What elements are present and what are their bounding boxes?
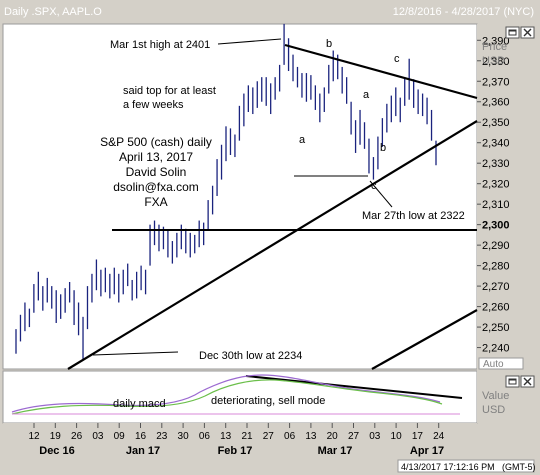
- y-tick-label: 2,390: [482, 35, 510, 47]
- x-tick-label: 03: [369, 431, 381, 442]
- y-tick-label: 2,290: [482, 240, 510, 252]
- y-tick-label: 2,240: [482, 343, 510, 355]
- x-tick-label: 30: [178, 431, 190, 442]
- x-tick-label: 13: [220, 431, 232, 442]
- annotation-line: FXA: [144, 195, 167, 209]
- status-timestamp: 4/13/2017 17:12:16 PM: [401, 462, 495, 472]
- x-tick-label: 06: [284, 431, 296, 442]
- x-tick-label: 09: [114, 431, 126, 442]
- y-axis-panel: [477, 24, 537, 423]
- x-tick-label: 20: [327, 431, 339, 442]
- wave-label-a: a: [299, 134, 306, 146]
- signal-line: [11, 379, 443, 415]
- timestamp-box: [397, 459, 535, 473]
- y-tick-label: 2,360: [482, 97, 510, 109]
- annotation-line: David Solin: [126, 165, 187, 179]
- date-range: 12/8/2016 - 4/28/2017 (NYC): [393, 6, 534, 18]
- x-tick-label: 16: [135, 431, 147, 442]
- x-tick-label: 06: [199, 431, 211, 442]
- price-restore-button[interactable]: [505, 26, 520, 39]
- restore-icon: [508, 378, 517, 385]
- macd-restore-button[interactable]: [505, 375, 520, 388]
- dec-low-pointer: [92, 351, 179, 356]
- x-tick-label: 24: [433, 431, 445, 442]
- y-tick-label: 2,340: [482, 138, 510, 150]
- close-icon: [523, 28, 532, 37]
- window-title: Daily .SPX, AAPL.O: [4, 6, 102, 18]
- annotation-line: April 13, 2017: [119, 150, 193, 164]
- deteriorating-annotation: deteriorating, sell mode: [211, 395, 325, 407]
- annotation-pointers: [92, 38, 393, 356]
- text-annotations: Mar 1st high at 2401 said top for at lea…: [100, 38, 465, 410]
- price-axis-currency: USD: [482, 55, 505, 67]
- wave-label-a2: a: [363, 89, 370, 101]
- auto-scale-label: Auto: [483, 359, 504, 370]
- annotation-line: said top for at least: [123, 85, 216, 97]
- x-month-label: Apr 17: [410, 445, 444, 457]
- x-tick-label: 27: [348, 431, 360, 442]
- y-tick-label: 2,330: [482, 158, 510, 170]
- y-tick-label: 2,370: [482, 76, 510, 88]
- wave-label-c2: c: [371, 180, 377, 192]
- macd-axis-title: Value: [482, 390, 509, 402]
- resistance-trendline: [284, 43, 478, 100]
- auto-scale-button[interactable]: [478, 357, 524, 370]
- x-month-label: Feb 17: [218, 445, 253, 457]
- status-timezone: (GMT-5): [502, 462, 536, 472]
- macd-close-button[interactable]: [520, 375, 535, 388]
- high-annotation: Mar 1st high at 2401: [110, 39, 210, 51]
- high-pointer: [217, 38, 282, 45]
- x-tick-label: 12: [28, 431, 40, 442]
- lower-channel-line: [371, 309, 478, 370]
- wave-label-b: b: [326, 38, 332, 50]
- x-tick-label: 13: [305, 431, 317, 442]
- price-axis-title: Price: [482, 41, 507, 53]
- macd-line: [11, 374, 441, 413]
- mar-low-annotation: Mar 27th low at 2322: [362, 210, 465, 222]
- dec-low-annotation: Dec 30th low at 2234: [199, 350, 302, 362]
- y-tick-label: 2,270: [482, 281, 510, 293]
- wave-label-c: c: [394, 53, 400, 65]
- x-month-label: Mar 17: [318, 445, 353, 457]
- wave-label-b2: b: [380, 142, 386, 154]
- y-tick-label: 2,260: [482, 302, 510, 314]
- y-tick-label: 2,300: [482, 220, 510, 232]
- x-tick-label: 19: [50, 431, 62, 442]
- macd-label: daily macd: [113, 398, 166, 410]
- macd-trendline: [245, 375, 463, 399]
- x-tick-label: 17: [412, 431, 424, 442]
- y-axis: 2,240 2,250 2,260 2,270 2,280 2,290 2,300 2,310…: [477, 35, 510, 355]
- y-tick-label: 2,280: [482, 261, 510, 273]
- restore-icon: [508, 29, 517, 36]
- y-tick-label: 2,350: [482, 117, 510, 129]
- author-info: S&P 500 (cash) daily April 13, 2017 David …: [100, 135, 212, 209]
- x-tick-label: 23: [156, 431, 168, 442]
- title-bar: [0, 0, 540, 22]
- x-tick-label: 21: [241, 431, 253, 442]
- y-tick-label: 2,310: [482, 199, 510, 211]
- macd-axis-currency: USD: [482, 404, 505, 416]
- mar-low-arrow: [369, 180, 393, 208]
- y-tick-label: 2,380: [482, 56, 510, 68]
- x-tick-label: 26: [71, 431, 83, 442]
- close-icon: [523, 377, 532, 386]
- y-tick-label: 2,320: [482, 179, 510, 191]
- x-axis-panel: [3, 423, 477, 457]
- annotation-line: S&P 500 (cash) daily: [100, 135, 212, 149]
- y-tick-label: 2,250: [482, 322, 510, 334]
- x-month-label: Dec 16: [39, 445, 74, 457]
- support-trendline: [67, 120, 478, 370]
- annotation-line: dsolin@fxa.com: [113, 180, 199, 194]
- macd-lines: [11, 374, 460, 415]
- price-close-button[interactable]: [520, 26, 535, 39]
- x-tick-label: 10: [391, 431, 403, 442]
- annotation-line: a few weeks: [123, 99, 184, 111]
- x-tick-label: 27: [263, 431, 275, 442]
- x-month-label: Jan 17: [126, 445, 160, 457]
- x-tick-label: 03: [92, 431, 104, 442]
- trendlines: [67, 43, 478, 399]
- top-annotation: said top for at least a few weeks: [123, 85, 216, 111]
- x-axis: 12 19 26 03 09 16 23 30 06 13 21 27 06 13 20 27 03 10 17 24…: [28, 423, 445, 457]
